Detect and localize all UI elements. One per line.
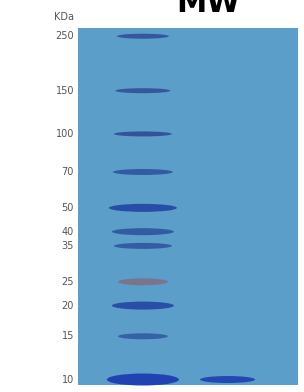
- Text: 70: 70: [62, 167, 74, 177]
- Ellipse shape: [116, 88, 171, 93]
- Text: 250: 250: [55, 31, 74, 41]
- Ellipse shape: [112, 228, 174, 235]
- Text: 10: 10: [62, 374, 74, 385]
- Text: MW: MW: [176, 0, 240, 18]
- Ellipse shape: [112, 301, 174, 310]
- Ellipse shape: [114, 131, 172, 136]
- Text: 25: 25: [61, 277, 74, 287]
- Text: 35: 35: [62, 241, 74, 251]
- Text: 20: 20: [62, 301, 74, 310]
- Ellipse shape: [114, 243, 172, 249]
- Bar: [78, 28, 298, 385]
- Ellipse shape: [200, 376, 255, 383]
- Text: KDa: KDa: [54, 12, 74, 22]
- Ellipse shape: [107, 374, 179, 385]
- Text: 15: 15: [62, 331, 74, 341]
- Ellipse shape: [118, 278, 168, 285]
- Text: 50: 50: [62, 203, 74, 213]
- Text: 150: 150: [56, 86, 74, 96]
- Ellipse shape: [113, 169, 173, 175]
- Ellipse shape: [117, 34, 169, 39]
- Ellipse shape: [109, 204, 177, 212]
- Text: 40: 40: [62, 227, 74, 237]
- Text: 100: 100: [56, 129, 74, 139]
- Ellipse shape: [118, 333, 168, 339]
